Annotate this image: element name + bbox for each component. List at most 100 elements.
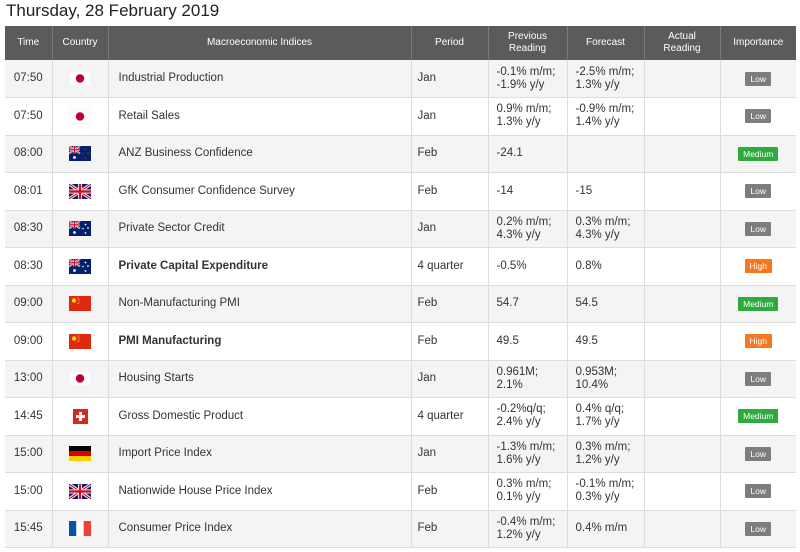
row-previous-line: 1.3% y/y <box>496 116 541 129</box>
row-country <box>52 97 109 136</box>
row-period: Feb <box>411 135 489 173</box>
table-row[interactable]: 07:50 Industrial Production Jan -0.1% m/m; -… <box>5 60 796 98</box>
row-indicator-name[interactable]: Industrial Production <box>108 60 412 98</box>
row-previous: 0.3% m/m; 0.1% y/y <box>488 472 568 511</box>
table-row[interactable]: 09:00 PMI Manufacturing Feb 49.5 49.5 High <box>5 322 796 361</box>
row-forecast: 0.4% m/m <box>567 510 645 548</box>
header-period[interactable]: Period <box>411 26 489 60</box>
nz-flag-icon <box>69 146 91 162</box>
row-importance: Low <box>720 210 796 248</box>
header-country[interactable]: Country <box>52 26 109 60</box>
table-row[interactable]: 15:00 Nationwide House Price Index Feb 0.3%… <box>5 472 796 511</box>
importance-badge: Low <box>745 484 772 499</box>
row-forecast-line: 0.3% m/m; <box>575 215 631 228</box>
row-time: 15:45 <box>5 510 53 548</box>
row-country <box>52 135 109 173</box>
fr-flag-icon <box>69 521 91 537</box>
row-actual <box>644 397 721 436</box>
row-forecast: 0.8% <box>567 247 645 286</box>
table-row[interactable]: 15:45 Consumer Price Index Feb -0.4% m/m; 1.… <box>5 510 796 548</box>
row-period: Jan <box>411 360 489 398</box>
row-actual <box>644 472 721 511</box>
row-country <box>52 435 109 473</box>
row-importance: Medium <box>720 135 796 173</box>
row-indicator-name[interactable]: Import Price Index <box>108 435 412 473</box>
cn-flag-icon <box>69 296 91 312</box>
row-period: Feb <box>411 510 489 548</box>
row-country <box>52 172 109 211</box>
row-actual <box>644 247 721 286</box>
row-indicator-name[interactable]: Nationwide House Price Index <box>108 472 412 511</box>
row-country <box>52 247 109 286</box>
row-previous-line: 0.3% m/m; <box>496 478 552 491</box>
header-actual[interactable]: Actual Reading <box>644 26 721 60</box>
importance-badge: Low <box>745 371 772 386</box>
table-row[interactable]: 09:00 Non-Manufacturing PMI Feb 54.7 54.5 Med… <box>5 285 796 323</box>
header-indices[interactable]: Macroeconomic Indices <box>108 26 412 60</box>
row-time: 15:00 <box>5 435 53 473</box>
row-importance: High <box>720 247 796 286</box>
row-time: 08:30 <box>5 210 53 248</box>
table-row[interactable]: 15:00 Import Price Index Jan -1.3% m/m; 1.6%… <box>5 435 796 473</box>
table-row[interactable]: 08:00 ANZ Business Confidence Feb -24.1 Medi… <box>5 135 796 173</box>
row-country <box>52 472 109 511</box>
row-indicator-name[interactable]: Private Sector Credit <box>108 210 412 248</box>
row-indicator-name[interactable]: Non-Manufacturing PMI <box>108 285 412 323</box>
header-importance[interactable]: Importance <box>720 26 796 60</box>
row-forecast-line: 1.3% y/y <box>575 78 620 91</box>
row-forecast-line: 0.8% <box>575 259 602 272</box>
ch-flag-icon <box>72 408 88 424</box>
row-forecast <box>567 135 645 173</box>
row-previous: 54.7 <box>488 285 568 323</box>
row-indicator-name[interactable]: Gross Domestic Product <box>108 397 412 436</box>
row-indicator-name[interactable]: Housing Starts <box>108 360 412 398</box>
row-forecast-line: -0.9% m/m; <box>575 103 635 116</box>
row-indicator-name[interactable]: ANZ Business Confidence <box>108 135 412 173</box>
table-row[interactable]: 13:00 Housing Starts Jan 0.961M; 2.1% 0.953M;… <box>5 360 796 398</box>
row-importance: Low <box>720 510 796 548</box>
row-previous-line: -1.3% m/m; <box>496 440 556 453</box>
importance-badge: Low <box>745 109 772 124</box>
row-indicator-name[interactable]: Private Capital Expenditure <box>108 247 412 286</box>
row-time: 08:01 <box>5 172 53 211</box>
economic-calendar-table: Time Country Macroeconomic Indices Perio… <box>5 26 796 548</box>
row-time: 07:50 <box>5 60 53 98</box>
importance-badge: Low <box>745 521 772 536</box>
table-row[interactable]: 07:50 Retail Sales Jan 0.9% m/m; 1.3% y/y -0.… <box>5 97 796 136</box>
row-previous: -0.4% m/m; 1.2% y/y <box>488 510 568 548</box>
table-row[interactable]: 08:01 GfK Consumer Confidence Survey Feb -1… <box>5 172 796 211</box>
table-row[interactable]: 08:30 Private Capital Expenditure 4 quarte… <box>5 247 796 286</box>
row-indicator-name[interactable]: Consumer Price Index <box>108 510 412 548</box>
row-forecast: -0.1% m/m; 0.3% y/y <box>567 472 645 511</box>
row-importance: Medium <box>720 397 796 436</box>
row-forecast-line: 1.4% y/y <box>575 116 620 129</box>
jp-flag-icon <box>69 71 91 86</box>
table-row[interactable]: 08:30 Private Sector Credit Jan 0.2% m/m; 4.… <box>5 210 796 248</box>
row-period: Jan <box>411 60 489 98</box>
table-header-row: Time Country Macroeconomic Indices Perio… <box>5 26 796 60</box>
table-row[interactable]: 14:45 Gross Domestic Product 4 quarter -0.2… <box>5 397 796 436</box>
row-indicator-name[interactable]: Retail Sales <box>108 97 412 136</box>
row-previous-line: 49.5 <box>496 334 519 347</box>
row-previous: -14 <box>488 172 568 211</box>
row-previous-line: 0.961M; <box>496 365 539 378</box>
row-indicator-name[interactable]: PMI Manufacturing <box>108 322 412 361</box>
importance-badge: Low <box>745 446 772 461</box>
importance-badge: Low <box>745 71 772 86</box>
row-actual <box>644 210 721 248</box>
row-previous-line: 0.1% y/y <box>496 491 541 504</box>
row-indicator-name[interactable]: GfK Consumer Confidence Survey <box>108 172 412 211</box>
importance-badge: High <box>744 334 772 349</box>
row-time: 08:00 <box>5 135 53 173</box>
row-forecast-line: 0.3% y/y <box>575 491 620 504</box>
header-previous[interactable]: Previous Reading <box>488 26 568 60</box>
header-time[interactable]: Time <box>5 26 53 60</box>
jp-flag-icon <box>69 371 91 387</box>
row-forecast-line: 10.4% <box>575 378 609 391</box>
header-forecast[interactable]: Forecast <box>567 26 645 60</box>
row-forecast-line: 1.7% y/y <box>575 416 620 429</box>
row-forecast: -15 <box>567 172 645 211</box>
page-title: Thursday, 28 February 2019 <box>6 1 220 20</box>
row-forecast: 49.5 <box>567 322 645 361</box>
row-previous-line: 54.7 <box>496 297 519 310</box>
